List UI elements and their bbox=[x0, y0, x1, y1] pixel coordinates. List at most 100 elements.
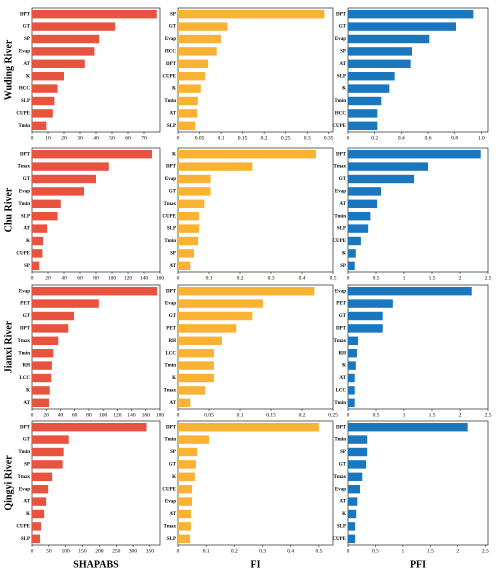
y-tick-label: Tmin bbox=[334, 401, 346, 406]
bar bbox=[348, 286, 472, 296]
bar bbox=[348, 398, 355, 408]
y-tick-label: Evap bbox=[335, 37, 346, 42]
bar bbox=[348, 373, 355, 383]
y-tick-label: CUPE bbox=[332, 124, 346, 129]
x-tick-label: 0.6 bbox=[425, 135, 432, 141]
bar bbox=[32, 534, 41, 544]
y-tick-label: CUPE bbox=[16, 525, 30, 530]
bar bbox=[178, 162, 253, 171]
bar bbox=[178, 96, 198, 106]
bar bbox=[32, 199, 61, 209]
y-tick-label: Evap bbox=[19, 289, 30, 294]
y-tick-label: DPT bbox=[166, 62, 177, 67]
x-tick-label: 0.2 bbox=[237, 275, 244, 281]
bar bbox=[32, 84, 58, 93]
bar bbox=[32, 435, 69, 444]
x-tick-label: 0.3 bbox=[259, 548, 266, 554]
y-tick-label: AT bbox=[169, 264, 176, 269]
y-tick-label: AT bbox=[23, 401, 30, 406]
x-tick-label: 0.35 bbox=[324, 135, 334, 141]
bar bbox=[348, 236, 361, 246]
bar bbox=[178, 324, 237, 333]
y-tick-label: RH bbox=[339, 351, 347, 356]
y-tick-label: SLP bbox=[21, 99, 30, 104]
y-tick-label: SP bbox=[340, 50, 346, 55]
x-tick-label: 1.5 bbox=[427, 548, 434, 554]
bar bbox=[32, 373, 52, 383]
bar bbox=[32, 311, 74, 321]
bar bbox=[348, 348, 357, 358]
x-tick-label: 20 bbox=[43, 412, 49, 418]
bar bbox=[348, 149, 481, 159]
x-tick-label: 80 bbox=[86, 412, 92, 418]
bar bbox=[348, 336, 359, 346]
bar bbox=[348, 84, 390, 93]
y-tick-label: K bbox=[342, 364, 346, 369]
y-tick-label: AT bbox=[23, 500, 30, 505]
bar bbox=[348, 460, 367, 469]
bar bbox=[178, 211, 200, 221]
bar bbox=[178, 460, 197, 469]
bar bbox=[178, 286, 315, 296]
bar bbox=[32, 9, 157, 19]
bar bbox=[348, 34, 430, 44]
bar bbox=[348, 534, 356, 544]
y-tick-label: DPT bbox=[166, 289, 177, 294]
y-tick-label: Tmax bbox=[18, 475, 31, 480]
y-tick-label: SP bbox=[24, 37, 30, 42]
y-tick-label: AT bbox=[339, 202, 346, 207]
x-tick-label: 2.5 bbox=[485, 275, 492, 281]
x-axis-label: FI bbox=[251, 559, 261, 570]
bar bbox=[32, 484, 49, 494]
bar bbox=[178, 174, 211, 184]
y-tick-label: Tmax bbox=[164, 389, 177, 394]
x-tick-label: 0.2 bbox=[231, 548, 238, 554]
bar bbox=[178, 472, 195, 482]
bar bbox=[348, 497, 358, 506]
x-tick-label: 1 bbox=[403, 412, 406, 418]
bar bbox=[32, 187, 84, 196]
y-tick-label: CUPE bbox=[162, 214, 176, 219]
bar bbox=[348, 199, 378, 209]
y-tick-label: Evap bbox=[19, 190, 30, 195]
bar bbox=[178, 261, 191, 271]
bar bbox=[178, 121, 196, 131]
bar bbox=[178, 348, 214, 358]
x-tick-label: 1 bbox=[403, 275, 406, 281]
x-axis-label: SHAPABS bbox=[73, 559, 119, 570]
bar bbox=[178, 398, 191, 408]
x-tick-label: 0 bbox=[347, 275, 350, 281]
y-tick-label: PET bbox=[20, 302, 30, 307]
y-tick-label: SP bbox=[24, 463, 30, 468]
bar bbox=[178, 497, 193, 506]
x-tick-label: 2 bbox=[459, 275, 462, 281]
y-tick-label: Evap bbox=[19, 487, 30, 492]
bar bbox=[32, 109, 53, 118]
y-tick-label: PET bbox=[166, 327, 176, 332]
x-tick-label: 1.5 bbox=[429, 412, 436, 418]
bar bbox=[178, 522, 191, 531]
bar bbox=[348, 162, 429, 171]
bar bbox=[32, 398, 50, 408]
bar bbox=[348, 59, 411, 69]
x-tick-label: 0.1 bbox=[206, 275, 213, 281]
y-tick-label: RH bbox=[23, 364, 31, 369]
panel-frame bbox=[177, 420, 334, 546]
x-tick-label: 70 bbox=[141, 135, 147, 141]
bar bbox=[178, 84, 201, 93]
y-tick-label: DPT bbox=[166, 165, 177, 170]
y-tick-label: Tmin bbox=[164, 99, 176, 104]
bar bbox=[32, 59, 85, 69]
bar bbox=[178, 149, 316, 159]
bar bbox=[348, 484, 361, 494]
y-tick-label: Tmax bbox=[334, 339, 347, 344]
x-tick-label: 0 bbox=[177, 275, 180, 281]
x-tick-label: 350 bbox=[146, 548, 155, 554]
bar bbox=[348, 447, 368, 457]
x-tick-label: 0.5 bbox=[315, 548, 322, 554]
y-tick-label: Evap bbox=[19, 50, 30, 55]
y-tick-label: Tmin bbox=[334, 214, 346, 219]
x-tick-label: 60 bbox=[125, 135, 131, 141]
y-tick-label: Tmax bbox=[164, 525, 177, 530]
y-tick-label: K bbox=[26, 512, 30, 517]
